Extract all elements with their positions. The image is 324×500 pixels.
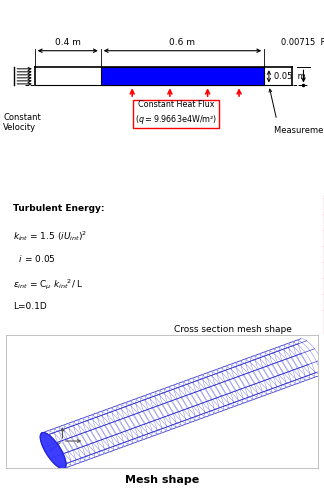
Text: Measurement Point: Measurement Point xyxy=(273,126,324,135)
Text: Constant Heat Flux
($q$ = 9.9663e4W/m²): Constant Heat Flux ($q$ = 9.9663e4W/m²) xyxy=(135,100,217,126)
Text: 0.05  m: 0.05 m xyxy=(273,72,305,81)
Text: Mesh shape: Mesh shape xyxy=(125,475,199,485)
Text: 0.00715  R: 0.00715 R xyxy=(281,38,324,47)
Bar xyxy=(101,68,264,86)
Text: 0.4 m: 0.4 m xyxy=(55,38,81,47)
Text: $k_{int}$ = 1.5 ($iU_{int}$)$^2$: $k_{int}$ = 1.5 ($iU_{int}$)$^2$ xyxy=(13,229,87,242)
Text: Constant
Velocity: Constant Velocity xyxy=(3,112,41,132)
Text: $i$ = 0.05: $i$ = 0.05 xyxy=(13,254,56,264)
Text: L=0.1D: L=0.1D xyxy=(13,302,47,312)
Text: $\varepsilon_{int}$ = C$_{\mu}$ $k_{int}$$^2$/ L: $\varepsilon_{int}$ = C$_{\mu}$ $k_{int}… xyxy=(13,278,84,292)
Polygon shape xyxy=(40,432,66,468)
Text: Turbulent Energy:: Turbulent Energy: xyxy=(13,204,104,214)
Text: 0.6 m: 0.6 m xyxy=(169,38,195,47)
Text: Cross section mesh shape: Cross section mesh shape xyxy=(174,325,292,334)
